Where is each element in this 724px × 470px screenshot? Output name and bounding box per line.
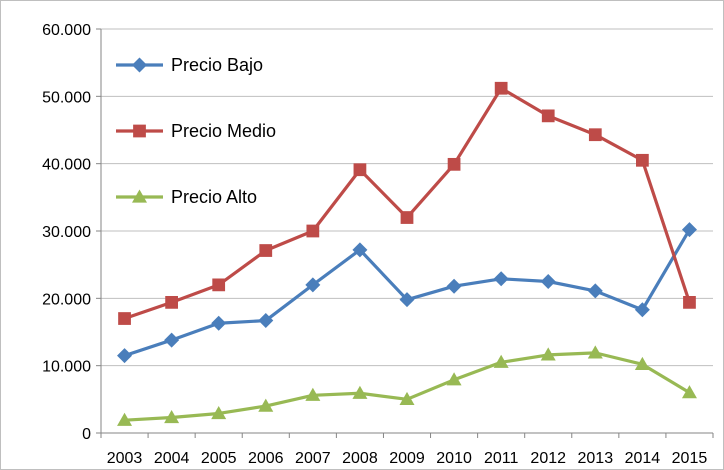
- data-point-marker: [117, 348, 133, 364]
- data-point-marker: [399, 391, 415, 405]
- data-point-marker: [541, 109, 555, 123]
- y-tick-label: 40.000: [42, 157, 91, 174]
- data-point-marker: [164, 332, 180, 348]
- x-tick-label: 2005: [201, 450, 237, 467]
- series-precio-bajo: [117, 222, 697, 364]
- series-lines: [117, 81, 697, 426]
- x-tick-label: 2004: [154, 450, 190, 467]
- legend-item-precio-alto: Precio Alto: [116, 187, 257, 207]
- data-point-marker: [540, 347, 556, 361]
- x-tick-label: 2007: [295, 450, 331, 467]
- data-point-marker: [587, 283, 603, 299]
- x-tick-label: 2013: [578, 450, 614, 467]
- data-point-marker: [117, 412, 133, 426]
- legend-label: Precio Alto: [171, 187, 257, 207]
- x-tick-label: 2009: [389, 450, 425, 467]
- data-point-marker: [211, 315, 227, 331]
- x-tick-label: 2014: [625, 450, 661, 467]
- x-tick-label: 2006: [248, 450, 284, 467]
- data-point-marker: [212, 278, 226, 292]
- x-tick-label: 2003: [107, 450, 143, 467]
- legend-item-precio-bajo: Precio Bajo: [116, 55, 263, 75]
- data-point-marker: [446, 372, 462, 386]
- data-point-marker: [446, 278, 462, 294]
- data-point-marker: [447, 157, 461, 171]
- legend-marker: [133, 124, 146, 138]
- data-point-marker: [258, 313, 274, 329]
- legend-item-precio-medio: Precio Medio: [116, 121, 276, 141]
- data-point-marker: [399, 292, 415, 308]
- y-tick-label: 30.000: [42, 224, 91, 241]
- data-point-marker: [636, 153, 649, 167]
- data-point-marker: [494, 81, 508, 95]
- data-point-marker: [493, 271, 509, 287]
- legend-marker: [132, 189, 147, 203]
- legend: Precio Bajo Precio Medio Precio Alto: [116, 55, 276, 207]
- series-line: [124, 351, 691, 422]
- data-point-marker: [306, 224, 320, 238]
- data-point-marker: [352, 385, 368, 399]
- x-tick-label: 2011: [484, 450, 519, 467]
- y-tick-label: 10.000: [42, 359, 91, 376]
- data-point-marker: [683, 295, 696, 309]
- legend-marker: [132, 57, 147, 73]
- data-point-marker: [258, 398, 274, 412]
- data-point-marker: [211, 405, 227, 420]
- y-tick-label: 0: [82, 426, 91, 443]
- data-point-marker: [353, 163, 367, 177]
- data-point-marker: [634, 356, 650, 370]
- data-point-marker: [588, 128, 602, 142]
- data-point-marker: [118, 312, 131, 325]
- axes: 0 10.000 20.000 30.000 40.000 50.000 60.000 200…: [42, 22, 714, 467]
- data-point-marker: [400, 211, 414, 224]
- gridlines: [101, 28, 713, 367]
- data-point-marker: [165, 295, 178, 309]
- data-point-marker: [352, 242, 368, 258]
- data-point-marker: [259, 244, 273, 257]
- data-point-marker: [634, 302, 650, 318]
- data-point-marker: [540, 274, 556, 289]
- y-tick-label: 20.000: [42, 291, 91, 308]
- legend-label: Precio Bajo: [171, 55, 263, 75]
- data-point-marker: [305, 277, 321, 293]
- y-tick-label: 60.000: [42, 22, 91, 39]
- x-tick-label: 2010: [436, 450, 472, 467]
- data-point-marker: [164, 410, 180, 424]
- data-point-marker: [493, 354, 509, 368]
- series-precio-alto: [117, 345, 697, 426]
- data-point-marker: [681, 385, 697, 399]
- x-tick-label: 2008: [342, 450, 378, 467]
- data-point-marker: [681, 222, 697, 238]
- legend-label: Precio Medio: [171, 121, 276, 141]
- x-tick-label: 2012: [530, 450, 566, 467]
- data-point-marker: [587, 345, 603, 359]
- data-point-marker: [305, 387, 321, 401]
- x-tick-label: 2015: [672, 450, 708, 467]
- y-tick-label: 50.000: [42, 89, 91, 106]
- series-precio-medio: [118, 81, 696, 325]
